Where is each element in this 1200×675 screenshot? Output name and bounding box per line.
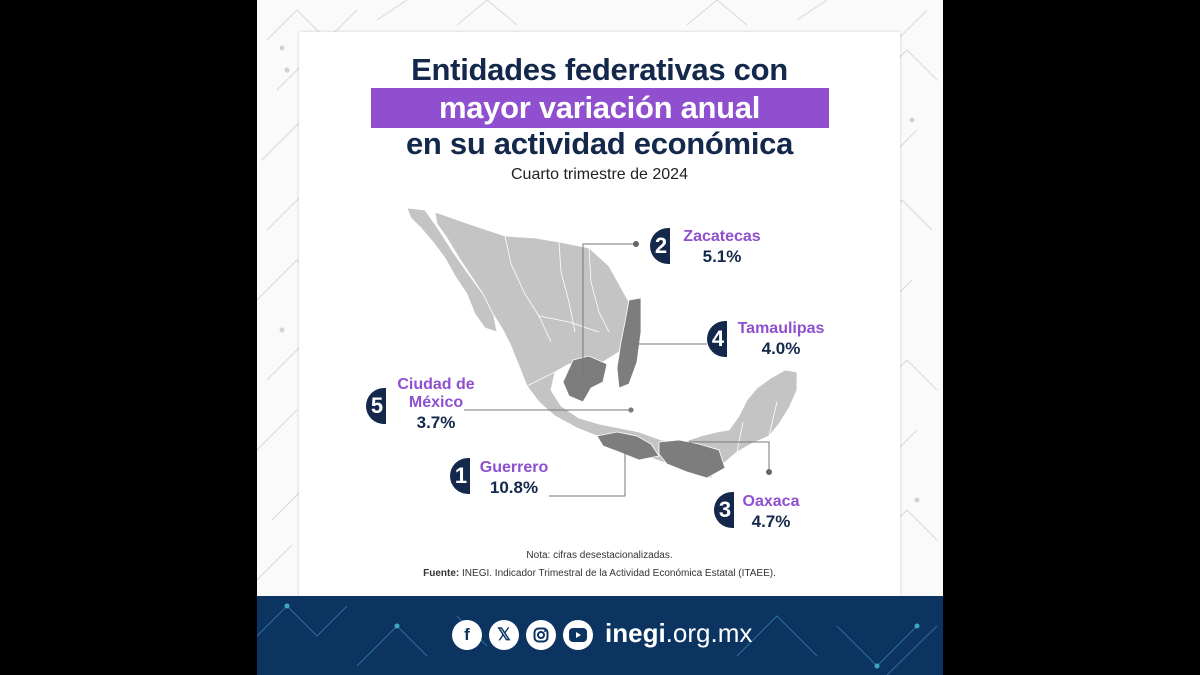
state-tamaulipas [616,297,642,389]
label-guerrero: Guerrero 10.8% [471,459,557,499]
note-text: Nota: cifras desestacionalizadas. [526,550,673,561]
footer-circuit-pattern [257,603,938,675]
state-name-line2: México [408,394,464,411]
website-link[interactable]: inegi.org.mx [605,618,752,649]
x-icon[interactable]: 𝕏 [489,620,519,650]
map-state-borders [504,235,778,453]
instagram-icon[interactable] [526,620,556,650]
site-rest: .org.mx [665,618,753,648]
footer-bar: f 𝕏 inegi.org.mx [257,596,943,675]
state-zacatecas [562,355,608,403]
label-tamaulipas: Tamaulipas 4.0% [729,320,833,360]
rank-badge-4: 4 [707,321,727,357]
subtitle: Cuarto trimestre de 2024 [511,166,688,183]
state-name-line1: Ciudad de [397,376,475,393]
map-states-base [406,207,798,479]
state-guerrero [596,431,660,461]
rank-badge-3: 3 [714,492,734,528]
rank-badge-5: 5 [366,388,386,424]
title-highlight-bar [371,88,829,128]
state-value: 5.1% [702,247,742,266]
state-name: Guerrero [479,459,549,476]
source-label: Fuente: [423,568,460,579]
state-value: 3.7% [416,413,456,432]
state-value: 4.0% [761,339,801,358]
facebook-icon[interactable]: f [452,620,482,650]
rank-badge-2: 2 [650,228,670,264]
source-body: INEGI. Indicador Trimestral de la Activi… [459,568,776,579]
state-name: Oaxaca [742,493,800,510]
mexico-map [406,207,798,497]
label-zacatecas: Zacatecas 5.1% [672,228,772,268]
title-line-3: en su actividad económica [405,126,794,161]
state-name: Zacatecas [683,228,761,245]
leader-lines [464,243,770,497]
title-line-2-highlight: mayor variación anual [438,90,761,125]
content-card: Entidades federativas con mayor variació… [299,32,900,596]
source-text: Fuente: INEGI. Indicador Trimestral de l… [299,568,900,579]
state-value: 10.8% [489,478,539,497]
state-name: Tamaulipas [737,320,825,337]
label-cdmx: Ciudad de México 3.7% [386,376,486,434]
site-bold: inegi [605,618,666,648]
label-oaxaca: Oaxaca 4.7% [735,493,807,533]
title-line-1: Entidades federativas con [411,52,788,87]
youtube-icon[interactable] [563,620,593,650]
state-value: 4.7% [751,512,791,531]
rank-badge-1: 1 [450,458,470,494]
infographic: Entidades federativas con mayor variació… [257,0,943,675]
